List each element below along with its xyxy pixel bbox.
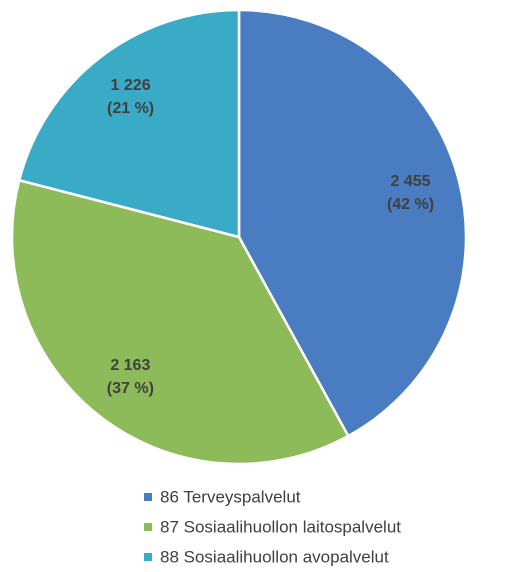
pie-slice bbox=[237, 8, 468, 438]
legend-swatch bbox=[144, 523, 152, 531]
pie-slice bbox=[17, 8, 241, 239]
data-label: 2 163 bbox=[110, 357, 150, 374]
percentage-label: (21 %) bbox=[107, 100, 154, 117]
data-label: 2 455 bbox=[390, 173, 430, 190]
legend-swatch bbox=[144, 553, 152, 561]
legend-label: 88 Sosiaalihuollon avopalvelut bbox=[160, 547, 389, 566]
legend-label: 86 Terveyspalvelut bbox=[160, 487, 301, 506]
legend-label: 87 Sosiaalihuollon laitospalvelut bbox=[160, 517, 401, 536]
legend-swatch bbox=[144, 493, 152, 501]
percentage-label: (37 %) bbox=[107, 380, 154, 397]
data-label: 1 226 bbox=[111, 77, 151, 94]
percentage-label: (42 %) bbox=[387, 196, 434, 213]
pie-slice bbox=[10, 178, 350, 466]
